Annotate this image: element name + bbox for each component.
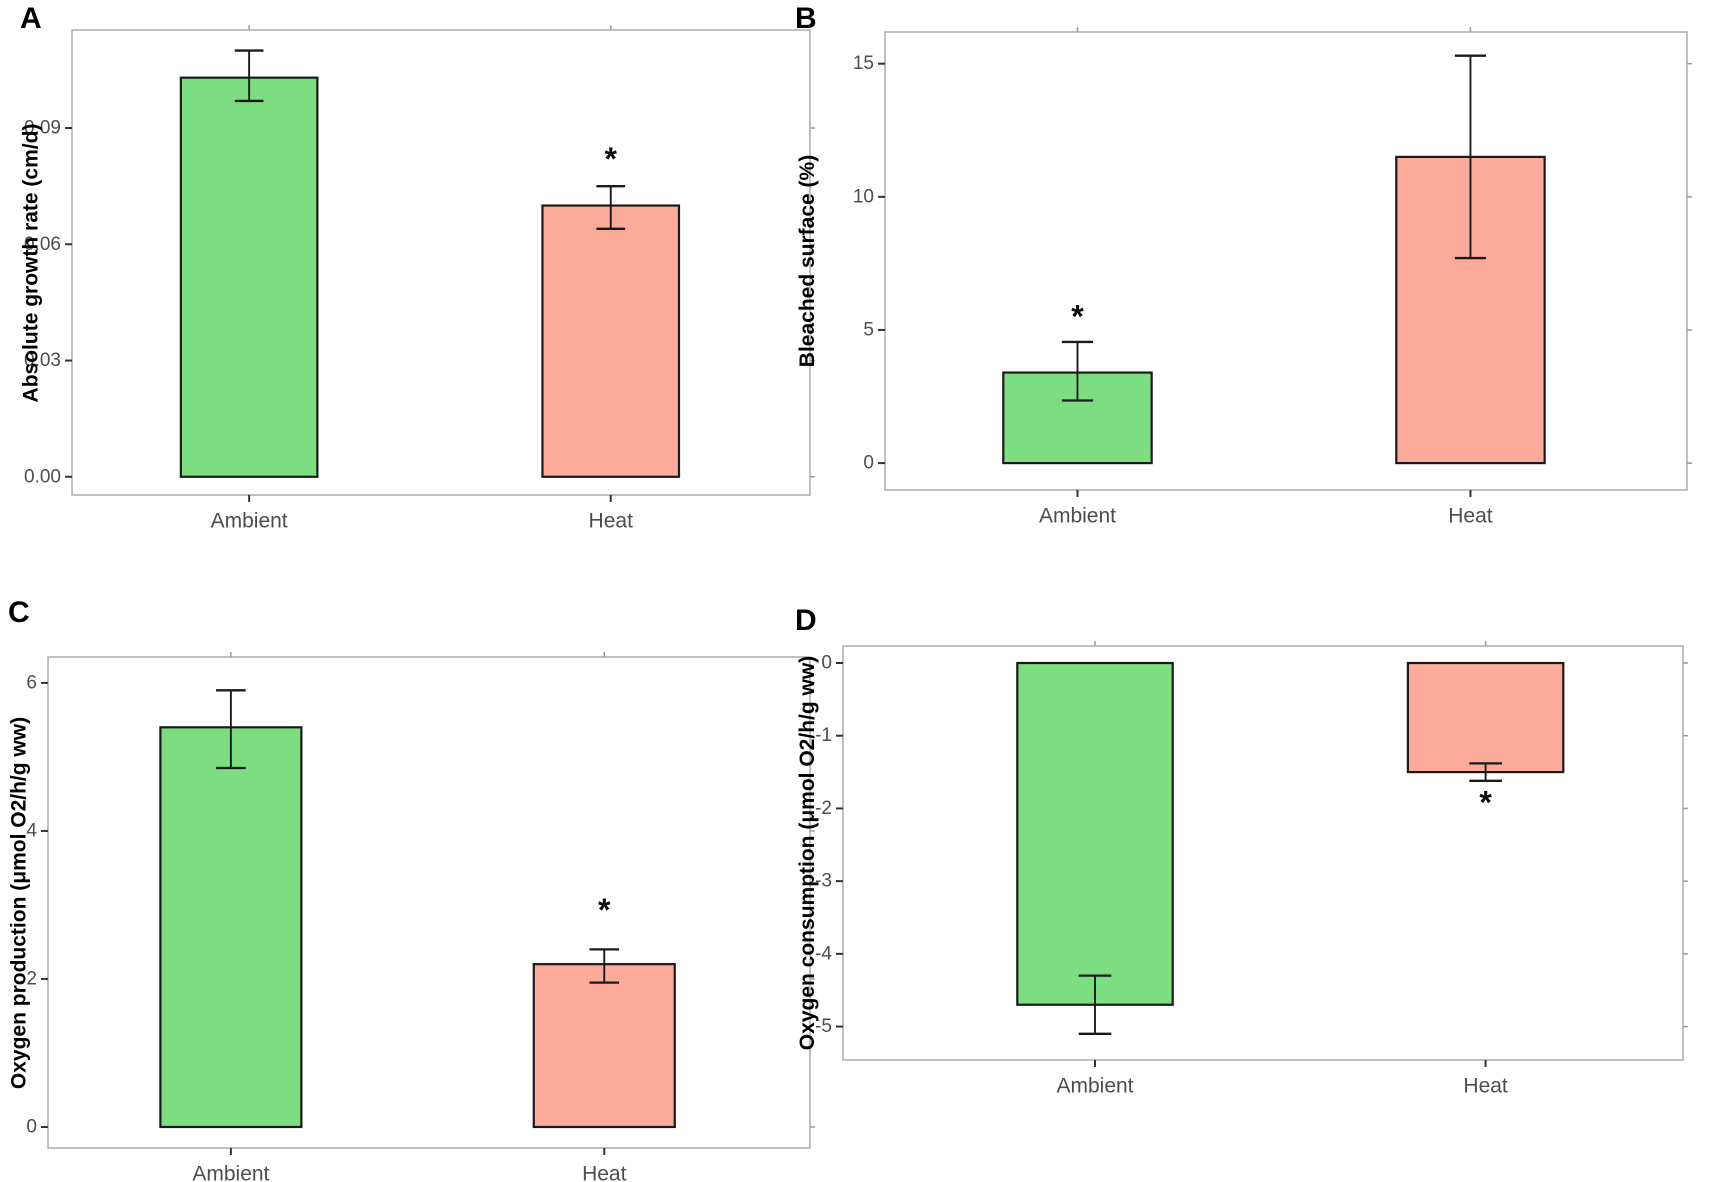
panel-a-bar-ambient xyxy=(179,76,319,478)
panel-d-y-tick-label: -4 xyxy=(815,943,832,964)
panel-c-category-label-ambient: Ambient xyxy=(192,1163,269,1182)
panel-b-y-tick-label: 0 xyxy=(863,453,874,474)
panel-d-category-label-ambient: Ambient xyxy=(1056,1075,1133,1098)
panel-d-letter: D xyxy=(795,604,817,637)
panel-a-y-axis-title: Absolute growth rate (cm/d) xyxy=(19,123,43,403)
panel-c-category-label-heat: Heat xyxy=(582,1163,627,1182)
panel-c-bar-ambient xyxy=(159,726,303,1129)
panel-d-y-tick-label: -3 xyxy=(815,871,832,892)
panel-d-y-tick-label: 0 xyxy=(821,653,832,674)
panel-a-bar-heat xyxy=(541,204,681,478)
panel-a-category-label-ambient: Ambient xyxy=(211,510,288,533)
panel-b-plot-border xyxy=(884,31,1688,491)
panel-c-y-tick-label: 2 xyxy=(26,968,37,989)
panel-c-significance-star: * xyxy=(598,892,611,928)
panel-b-bar-ambient xyxy=(1002,371,1153,465)
panel-d-y-tick-label: -2 xyxy=(815,798,832,819)
panel-b-category-label-heat: Heat xyxy=(1448,505,1493,528)
panel-c-bar-heat xyxy=(532,963,676,1129)
panel-a-y-tick-label: 0.00 xyxy=(24,466,61,487)
panel-d-significance-star: * xyxy=(1479,785,1492,821)
panel-d-y-tick-label: -1 xyxy=(815,725,832,746)
panel-b-letter: B xyxy=(795,2,817,35)
panel-a-category-label-heat: Heat xyxy=(589,510,634,533)
panel-a-significance-star: * xyxy=(605,141,618,177)
panel-b-significance-star: * xyxy=(1071,299,1084,335)
panel-d-bar-ambient xyxy=(1016,661,1174,1006)
panel-d-bar-heat xyxy=(1406,661,1565,774)
panel-c-y-tick-label: 4 xyxy=(26,820,37,841)
panel-a-y-tick-label: 0.03 xyxy=(24,350,61,371)
panel-a-y-tick-label: 0.09 xyxy=(24,118,61,139)
panel-b-y-tick-label: 5 xyxy=(863,319,874,340)
panel-b-y-axis-title: Bleached surface (%) xyxy=(796,154,819,368)
panel-b-y-tick-label: 10 xyxy=(853,186,874,207)
panel-a-letter: A xyxy=(20,2,42,35)
panel-d-category-label-heat: Heat xyxy=(1463,1075,1508,1098)
panel-c-y-tick-label: 0 xyxy=(26,1116,37,1137)
panel-a-y-tick-label: 0.06 xyxy=(24,234,61,255)
panel-d-y-axis-title: Oxygen consumption (μmol O2/h/g ww) xyxy=(796,655,819,1051)
panel-b-y-tick-label: 15 xyxy=(853,53,874,74)
panel-c-y-axis-title: Oxygen production (μmol O2/h/g ww) xyxy=(7,716,31,1090)
panel-a-plot-border xyxy=(71,29,811,496)
panel-c-y-tick-label: 6 xyxy=(26,672,37,693)
panel-b-category-label-ambient: Ambient xyxy=(1039,505,1116,528)
panel-d-y-tick-label: -5 xyxy=(815,1016,832,1037)
panel-d-plot-border xyxy=(842,645,1684,1061)
panel-c-plot-border xyxy=(47,656,811,1149)
panel-c-letter: C xyxy=(8,596,30,629)
